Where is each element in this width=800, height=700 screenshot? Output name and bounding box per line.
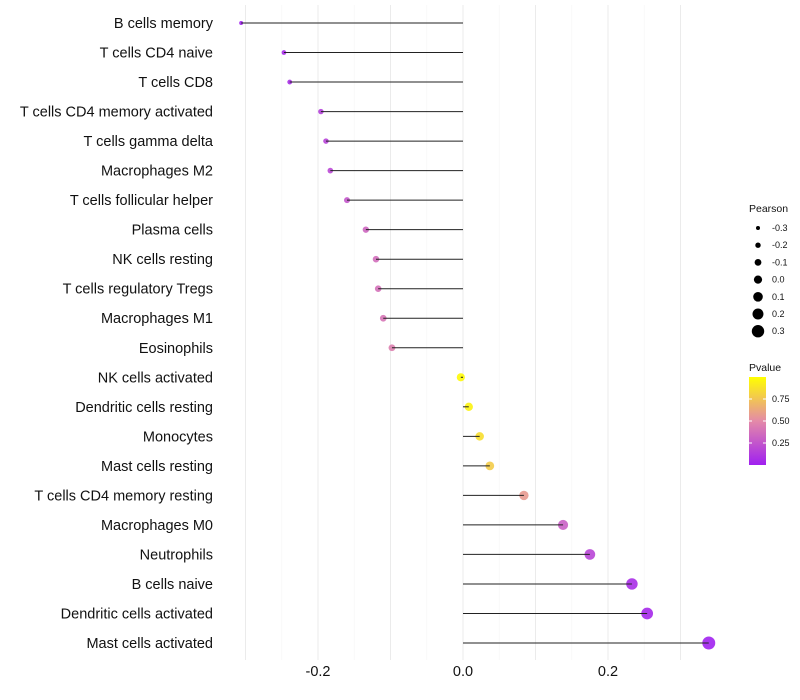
size-legend-title: Pearson xyxy=(749,203,788,215)
y-tick-label: T cells CD4 memory resting xyxy=(34,488,213,504)
y-tick-label: T cells gamma delta xyxy=(84,134,214,150)
size-legend-dot xyxy=(754,259,762,266)
size-legend-dot xyxy=(753,275,763,284)
grid-lines xyxy=(245,5,681,660)
y-tick-label: T cells regulatory Tregs xyxy=(63,282,213,298)
y-tick-label: Macrophages M2 xyxy=(101,164,213,180)
color-legend-labels: 0.25 0.50 0.75 xyxy=(749,394,790,448)
y-tick-label: B cells naive xyxy=(132,577,213,593)
y-tick-label: Plasma cells xyxy=(132,223,213,239)
x-axis-tick-labels: -0.2 0.0 0.2 xyxy=(306,664,619,680)
size-legend-label: -0.2 xyxy=(772,240,788,250)
color-legend-title: Pvalue xyxy=(749,362,781,374)
color-legend-label: 0.25 xyxy=(772,438,790,448)
size-legend-label: -0.1 xyxy=(772,257,788,267)
y-tick-label: Mast cells activated xyxy=(86,636,213,652)
size-legend-label: 0.0 xyxy=(772,275,785,285)
y-tick-label: Monocytes xyxy=(143,429,213,445)
points xyxy=(239,21,716,650)
size-legend-dot xyxy=(755,242,761,248)
y-tick-label: NK cells resting xyxy=(112,252,213,268)
size-legend-dot xyxy=(752,308,764,320)
color-legend-label: 0.50 xyxy=(772,416,790,426)
y-tick-label: Neutrophils xyxy=(140,547,213,563)
data-point xyxy=(557,519,569,530)
y-tick-label: T cells CD8 xyxy=(138,75,213,91)
size-legend-dot xyxy=(753,292,763,302)
size-legend-label: 0.1 xyxy=(772,292,785,302)
x-tick-label: -0.2 xyxy=(306,664,331,680)
size-legend: -0.3 -0.2 -0.1 0.0 0.1 0.2 0.3 xyxy=(751,223,788,338)
y-tick-label: Mast cells resting xyxy=(101,459,213,475)
stems xyxy=(241,22,709,644)
y-tick-label: T cells CD4 naive xyxy=(100,46,213,62)
y-tick-label: NK cells activated xyxy=(98,370,213,386)
data-point xyxy=(323,138,329,144)
y-axis-labels: B cells memory T cells CD4 naive T cells C… xyxy=(20,16,214,652)
y-tick-label: Dendritic cells activated xyxy=(61,606,213,622)
size-legend-label: 0.3 xyxy=(772,326,785,336)
y-tick-label: Eosinophils xyxy=(139,341,213,357)
y-tick-label: Macrophages M1 xyxy=(101,311,213,327)
y-tick-label: B cells memory xyxy=(114,16,214,32)
size-legend-dot xyxy=(751,325,765,338)
y-tick-label: T cells follicular helper xyxy=(70,193,213,209)
pvalue-colorbar xyxy=(749,377,766,465)
y-tick-label: Dendritic cells resting xyxy=(75,400,213,416)
y-tick-label: T cells CD4 memory activated xyxy=(20,105,213,121)
x-tick-label: 0.0 xyxy=(453,664,473,680)
legend: Pearson -0.3-0.2-0.10.00.10.20.3 Pvalue … xyxy=(749,203,790,465)
size-legend-label: 0.2 xyxy=(772,309,785,319)
x-tick-label: 0.2 xyxy=(598,664,618,680)
size-legend-dot xyxy=(756,226,760,230)
color-legend-label: 0.75 xyxy=(772,394,790,404)
size-legend-label: -0.3 xyxy=(772,223,788,233)
y-tick-label: Macrophages M0 xyxy=(101,518,213,534)
